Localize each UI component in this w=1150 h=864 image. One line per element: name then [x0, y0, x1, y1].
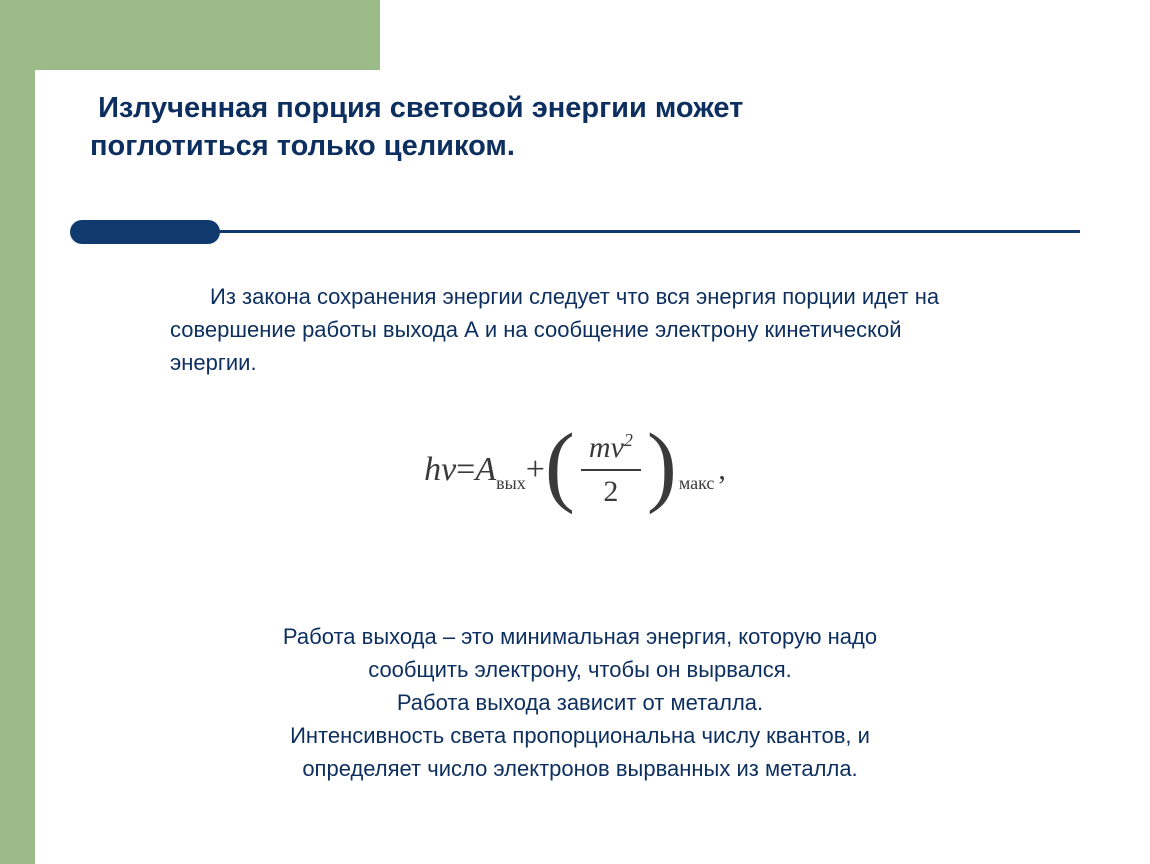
formula-A-sub: вых: [496, 473, 526, 494]
formula-denominator: 2: [603, 471, 618, 509]
formula-A: A: [475, 451, 496, 489]
formula-nu: ν: [441, 451, 456, 489]
formula-comma: ,: [718, 453, 726, 487]
p2-line1: Работа выхода – это минимальная энергия,…: [283, 624, 877, 649]
divider: [70, 220, 1080, 244]
divider-line: [210, 230, 1080, 233]
top-green-block: [0, 0, 380, 70]
formula-block: hν = Aвых + ( mv2 2 ) макс ,: [0, 430, 1150, 509]
formula: hν = Aвых + ( mv2 2 ) макс ,: [424, 430, 726, 509]
formula-fraction: mv2 2: [581, 430, 641, 509]
formula-eq: =: [456, 451, 475, 489]
paragraph-1-text: Из закона сохранения энергии следует что…: [170, 284, 939, 375]
divider-pill: [70, 220, 220, 244]
formula-plus: +: [526, 451, 545, 489]
formula-v: v: [611, 431, 624, 464]
formula-m: m: [589, 431, 611, 464]
title-line-1: Излученная порция световой энергии может: [98, 92, 743, 124]
formula-h: h: [424, 451, 441, 489]
paragraph-2: Работа выхода – это минимальная энергия,…: [90, 620, 1070, 785]
p2-line2: сообщить электрону, чтобы он вырвался.: [368, 657, 792, 682]
slide-frame: Излученная порция световой энергии может…: [0, 0, 1150, 864]
formula-numerator: mv2: [581, 430, 641, 469]
p2-line5: определяет число электронов вырванных из…: [302, 756, 857, 781]
formula-sup-2: 2: [624, 430, 633, 450]
slide-title: Излученная порция световой энергии может…: [90, 90, 1060, 165]
title-line-2: поглотиться только целиком.: [90, 130, 515, 162]
p2-line4: Интенсивность света пропорциональна числ…: [290, 723, 870, 748]
formula-maks-sub: макс: [679, 473, 715, 494]
p2-line3: Работа выхода зависит от металла.: [397, 690, 763, 715]
paragraph-1: Из закона сохранения энергии следует что…: [170, 280, 990, 379]
